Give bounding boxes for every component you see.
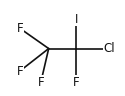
Text: I: I — [75, 13, 78, 26]
Text: F: F — [16, 65, 23, 78]
Text: F: F — [73, 76, 80, 89]
Text: F: F — [16, 22, 23, 35]
Text: Cl: Cl — [103, 42, 115, 55]
Text: F: F — [38, 76, 44, 89]
